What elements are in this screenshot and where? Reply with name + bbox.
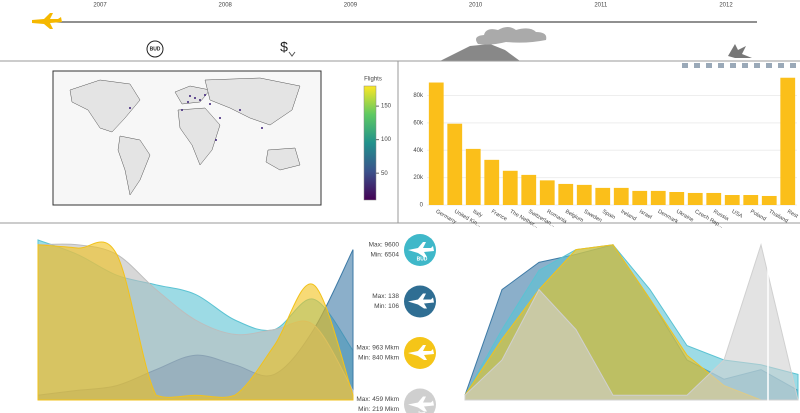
- bar[interactable]: [447, 123, 463, 205]
- year-label: 2011: [594, 3, 608, 9]
- stat-min: Min: 219 Mkm: [358, 406, 399, 413]
- stat-max: Max: 963 Mkm: [356, 345, 399, 352]
- bar[interactable]: [761, 195, 777, 205]
- stat-icon-glyph: [408, 345, 434, 360]
- bar[interactable]: [595, 187, 611, 205]
- x-tick-label: Israel: [638, 209, 653, 221]
- bar[interactable]: [669, 192, 685, 205]
- stat-icon-label: BUD: [417, 256, 428, 262]
- bar[interactable]: [706, 192, 722, 205]
- x-tick-label: Belgium: [564, 209, 585, 224]
- year-label: 2007: [93, 3, 107, 9]
- bar[interactable]: [743, 195, 759, 205]
- airport-icon[interactable]: [146, 40, 164, 58]
- bar[interactable]: [558, 183, 574, 205]
- x-tick-label: Ireland: [620, 209, 638, 223]
- stat-max: Max: 459 Mkm: [356, 396, 399, 403]
- y-tick-label: 60k: [413, 120, 424, 126]
- airport-icon-label: BUD: [150, 46, 161, 52]
- y-tick-label: 40k: [413, 148, 424, 154]
- colorbar: [363, 85, 377, 201]
- stat-max: Max: 138: [372, 293, 399, 300]
- colorbar-tick-label: 150: [381, 104, 392, 110]
- stat-max: Max: 9600: [369, 242, 400, 249]
- colorbar-tick-label: 100: [381, 137, 392, 143]
- bird-icon[interactable]: [728, 44, 752, 58]
- stat-icon-glyph: [408, 293, 434, 309]
- x-tick-label: Poland: [749, 209, 767, 223]
- bar[interactable]: [576, 184, 592, 205]
- currency-icon[interactable]: $: [280, 39, 288, 55]
- volcano-icon[interactable]: [440, 44, 520, 61]
- bar[interactable]: [613, 187, 629, 205]
- ash-cloud: [476, 27, 547, 45]
- y-tick-label: 0: [420, 203, 424, 209]
- currency-arrow: [288, 51, 296, 57]
- bar[interactable]: [428, 82, 444, 205]
- x-tick-label: Thailand: [768, 209, 789, 225]
- area[interactable]: [464, 242, 799, 401]
- year-label: 2009: [344, 3, 358, 9]
- bar[interactable]: [650, 190, 666, 205]
- x-tick-label: Italy: [472, 209, 484, 219]
- y-tick-label: 20k: [413, 175, 424, 181]
- continents: [69, 77, 301, 196]
- bar[interactable]: [539, 180, 555, 205]
- stat-min: Min: 840 Mkm: [358, 355, 399, 362]
- bar[interactable]: [521, 174, 537, 205]
- bar[interactable]: [780, 77, 796, 205]
- stat-icon-glyph: [408, 396, 434, 412]
- stat-min: Min: 6504: [370, 252, 399, 259]
- x-tick-label: USA: [731, 209, 744, 220]
- x-tick-label: Spain: [601, 209, 616, 221]
- bar[interactable]: [502, 170, 518, 205]
- bar[interactable]: [465, 148, 481, 205]
- flight-dots: [129, 94, 263, 141]
- colorbar-tick-label: 50: [381, 171, 388, 177]
- year-label: 2012: [719, 3, 733, 9]
- area[interactable]: [37, 241, 354, 401]
- chart-toolbar[interactable]: [682, 63, 796, 68]
- stat-min: Min: 106: [374, 303, 399, 310]
- year-label: 2008: [219, 3, 233, 9]
- bar[interactable]: [632, 190, 648, 205]
- x-tick-label: Sweden: [583, 209, 603, 224]
- bar[interactable]: [687, 192, 703, 205]
- x-tick-label: Rest: [786, 209, 799, 220]
- x-tick-label: France: [490, 209, 508, 223]
- stat-icon-glyph: [408, 242, 434, 257]
- bar[interactable]: [484, 159, 500, 205]
- bar[interactable]: [724, 195, 740, 205]
- y-tick-label: 80k: [413, 93, 424, 99]
- colorbar-title: Flights: [364, 77, 382, 83]
- stat-icon-label: km: [418, 411, 426, 413]
- year-label: 2010: [469, 3, 483, 9]
- airplane-icon[interactable]: [32, 13, 62, 29]
